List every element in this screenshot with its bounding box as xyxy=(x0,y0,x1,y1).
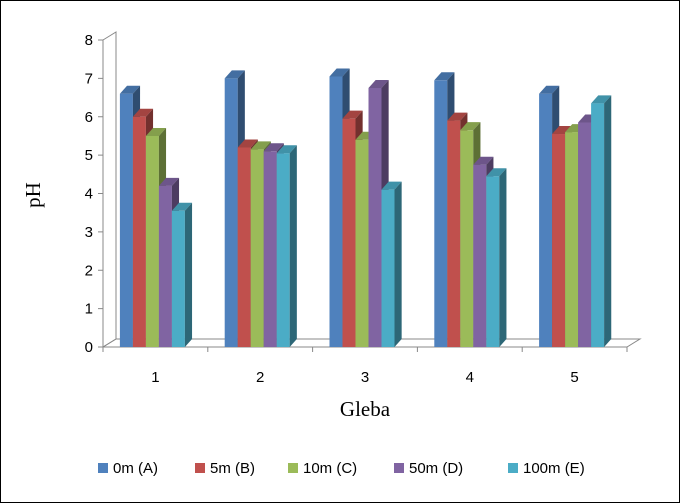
bar-front xyxy=(578,122,592,347)
side-wall xyxy=(102,31,117,348)
bar-top xyxy=(237,139,258,148)
bar-top xyxy=(329,68,350,77)
legend-label: 50m (D) xyxy=(409,460,463,477)
y-axis-title: pH xyxy=(21,182,45,208)
bar-top xyxy=(224,70,245,79)
bar-front xyxy=(237,147,251,347)
bar-front xyxy=(250,149,264,347)
bar-top xyxy=(171,202,193,211)
bar-front xyxy=(460,130,474,347)
legend-swatch xyxy=(394,463,404,473)
legend-swatch xyxy=(288,463,298,473)
y-axis-ticks: 0 1 2 3 4 5 6 7 8 xyxy=(85,32,103,356)
bar-top xyxy=(263,143,284,152)
bar-side xyxy=(184,202,193,347)
bar-top xyxy=(342,110,363,119)
bar-front xyxy=(276,153,290,347)
bar-front xyxy=(119,93,133,347)
bar-front xyxy=(486,176,500,347)
bar-front xyxy=(329,76,343,348)
y-tick-label: 5 xyxy=(85,147,93,164)
bar-top xyxy=(368,79,389,88)
x-axis-title: Gleba xyxy=(340,397,391,421)
bar-front xyxy=(539,93,553,347)
bar-top xyxy=(250,141,271,150)
bar-front xyxy=(158,185,172,347)
bar xyxy=(276,145,297,347)
bar-side xyxy=(394,181,402,347)
x-tick-label: 4 xyxy=(466,369,474,386)
bars xyxy=(119,68,612,348)
y-tick-label: 4 xyxy=(85,186,93,203)
y-tick-label: 7 xyxy=(85,70,93,87)
bar-front xyxy=(591,103,605,347)
y-tick-label: 6 xyxy=(85,109,93,126)
bar-front xyxy=(565,132,579,347)
bar-top xyxy=(552,126,573,135)
legend-label: 100m (E) xyxy=(523,460,585,477)
legend-swatch xyxy=(98,463,108,473)
bar-front xyxy=(473,164,487,347)
bar-top xyxy=(539,85,560,94)
bar-front xyxy=(447,120,461,348)
bar-top xyxy=(591,95,612,104)
bar xyxy=(171,202,193,347)
legend-swatch xyxy=(195,463,205,473)
bar-front xyxy=(434,80,448,347)
bar-top xyxy=(276,145,297,154)
bar-front xyxy=(552,134,566,347)
bar-front xyxy=(224,78,238,347)
legend-label: 10m (C) xyxy=(303,460,357,477)
x-axis-ticks: 1 2 3 4 5 xyxy=(102,347,628,386)
x-tick-label: 3 xyxy=(361,369,369,386)
legend-item: 10m (C) xyxy=(288,460,357,477)
bar-top xyxy=(381,181,402,190)
y-tick-label: 2 xyxy=(85,262,93,279)
bar-front xyxy=(263,151,277,347)
y-tick-label: 0 xyxy=(85,339,93,356)
bar-side xyxy=(289,145,297,347)
bar-top xyxy=(486,168,507,177)
bar-front xyxy=(342,118,356,347)
bar-top xyxy=(460,122,481,131)
bar-top xyxy=(447,112,468,121)
legend-label: 0m (A) xyxy=(113,460,158,477)
bar-front xyxy=(355,139,369,347)
x-tick-label: 2 xyxy=(256,369,264,386)
legend-item: 100m (E) xyxy=(508,460,585,477)
bar-front xyxy=(381,189,395,347)
bar-side xyxy=(499,168,507,347)
bar xyxy=(486,168,507,347)
bar-top xyxy=(434,72,455,81)
bar-top xyxy=(145,127,167,136)
bar-top xyxy=(119,85,141,94)
y-tick-label: 8 xyxy=(85,32,93,49)
bar-side xyxy=(604,95,612,347)
bar-top xyxy=(473,156,494,165)
legend-swatch xyxy=(508,463,518,473)
legend-item: 0m (A) xyxy=(98,460,158,477)
bar-top xyxy=(132,108,154,117)
bar xyxy=(591,95,612,347)
bar-front xyxy=(132,116,146,347)
legend-item: 5m (B) xyxy=(195,460,255,477)
legend-label: 5m (B) xyxy=(210,460,255,477)
x-tick-label: 1 xyxy=(151,369,159,386)
legend: 0m (A) 5m (B) 10m (C) 50m (D) 100m (E) xyxy=(98,460,585,477)
bar xyxy=(381,181,402,347)
bar-front xyxy=(368,87,382,347)
bar-top xyxy=(158,177,180,186)
x-tick-label: 5 xyxy=(570,369,578,386)
y-tick-label: 1 xyxy=(85,301,93,318)
legend-item: 50m (D) xyxy=(394,460,463,477)
bar-front xyxy=(171,210,185,347)
y-tick-label: 3 xyxy=(85,224,93,241)
bar-front xyxy=(145,135,159,347)
